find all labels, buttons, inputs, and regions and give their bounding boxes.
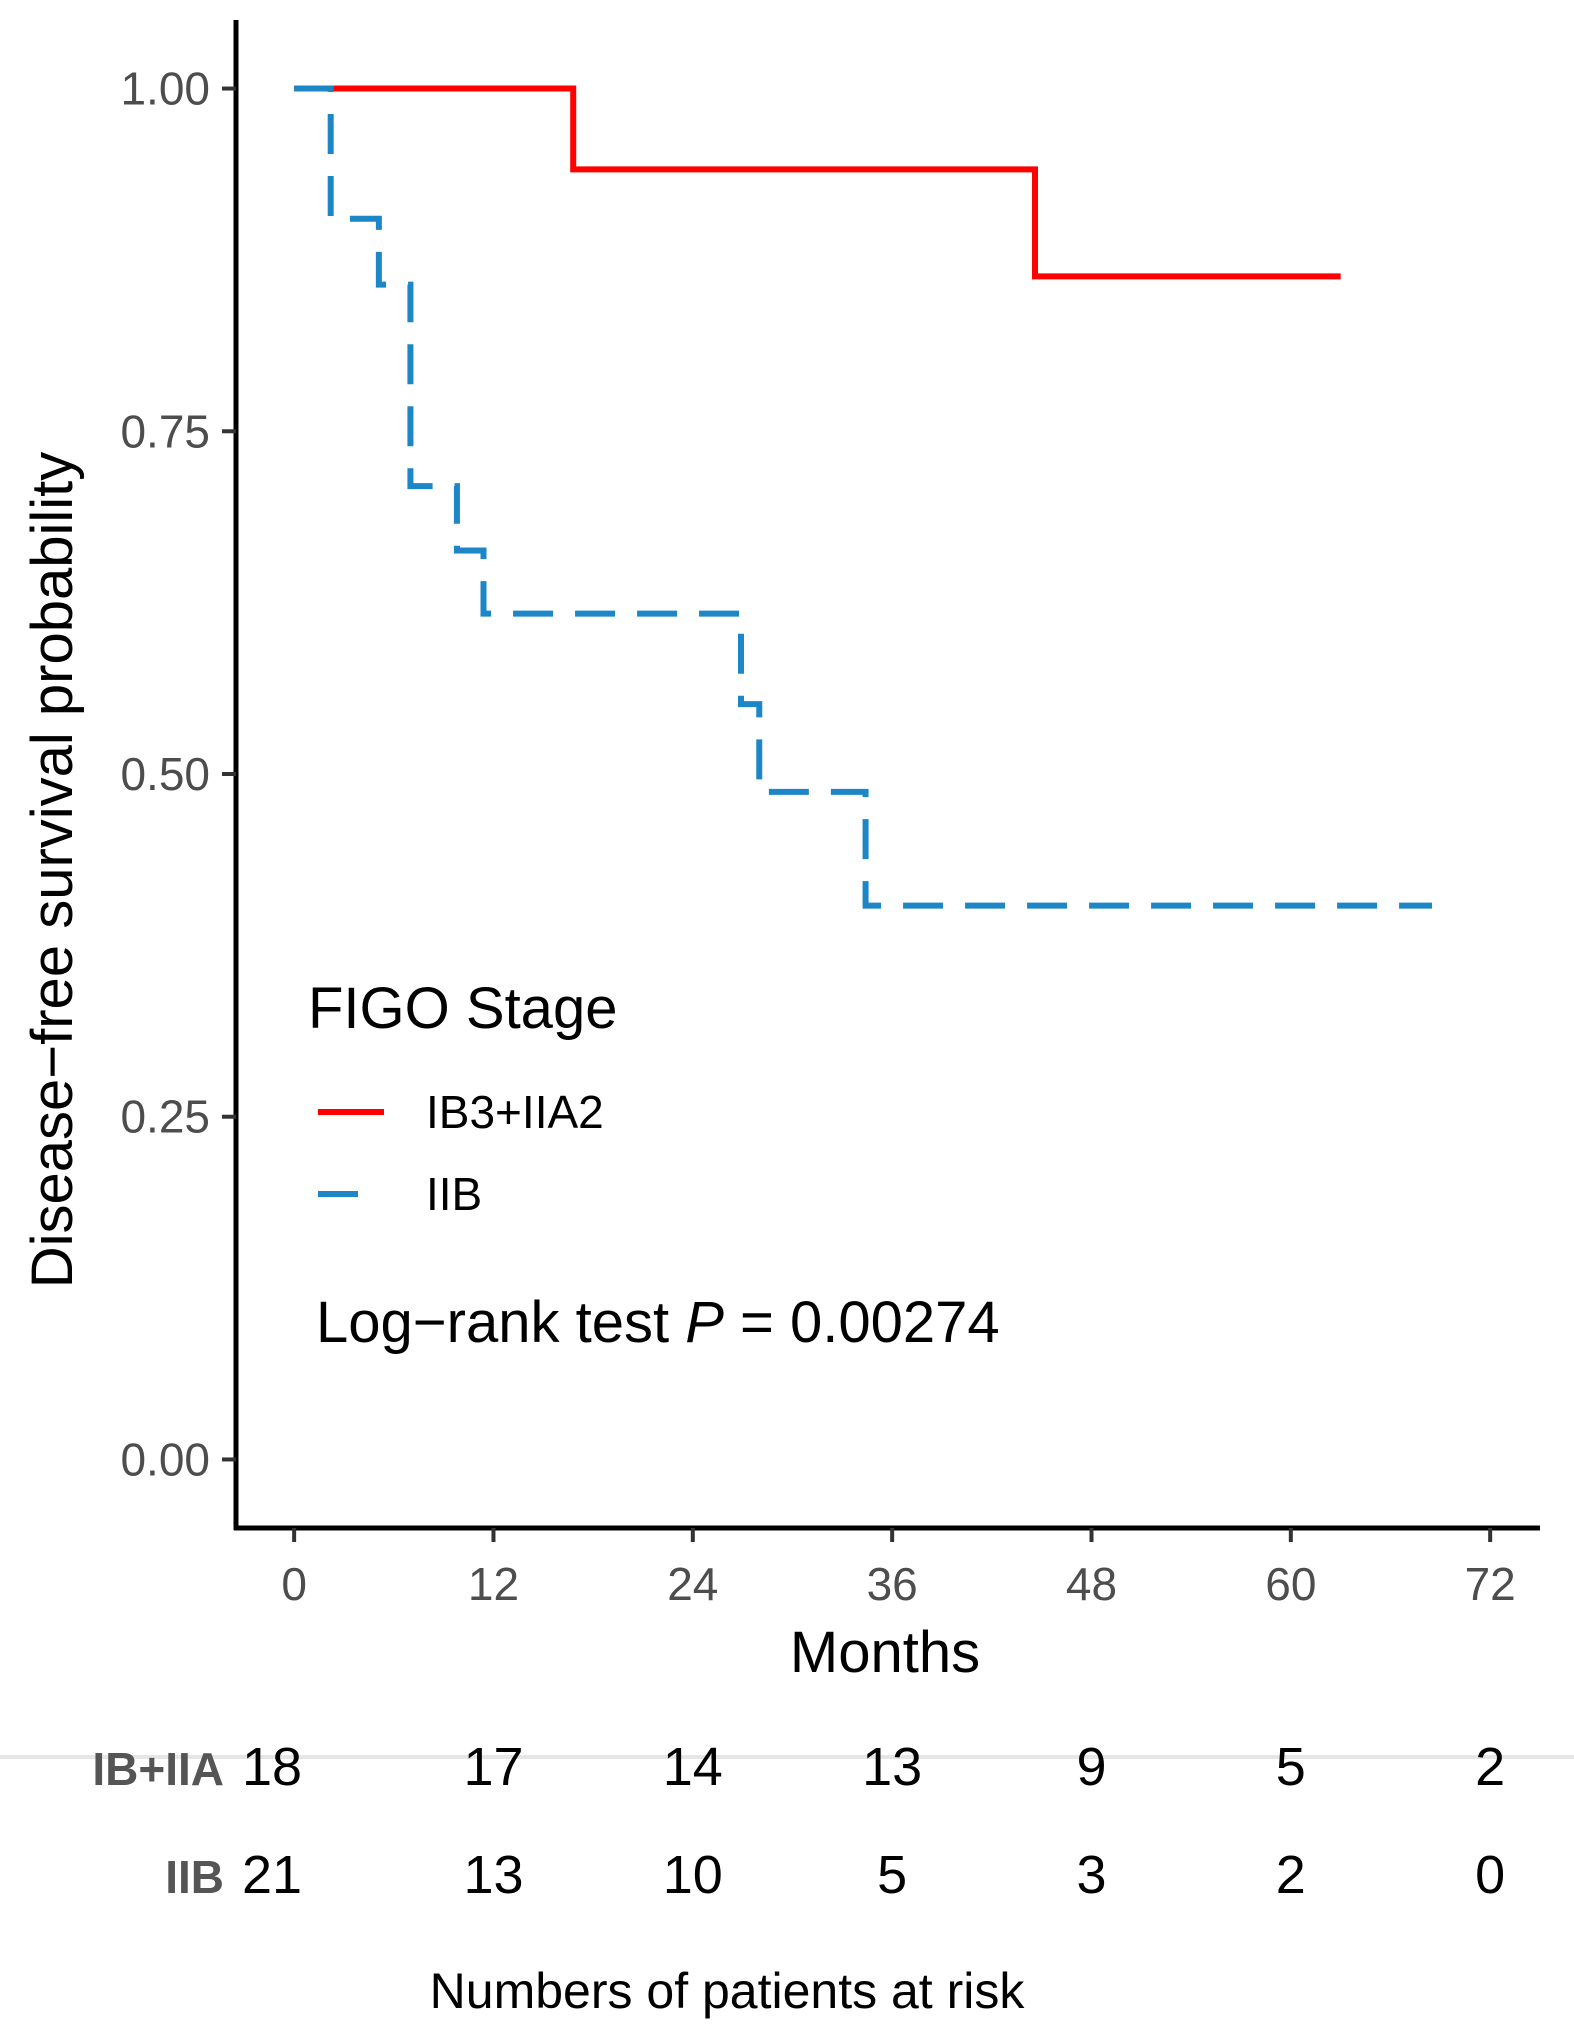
risk-count: 2 <box>1475 1737 1505 1797</box>
risk-count: 10 <box>663 1845 723 1905</box>
x-tick-label: 48 <box>1066 1558 1117 1610</box>
annotation-p-symbol: P <box>685 1290 724 1355</box>
x-tick-label: 24 <box>667 1558 718 1610</box>
risk-row-label: IB+IIA <box>92 1743 224 1795</box>
risk-count: 13 <box>862 1737 922 1797</box>
risk-count: 13 <box>463 1845 523 1905</box>
annotation-suffix: = 0.00274 <box>724 1290 1000 1355</box>
legend-label-ib3-iia2: IB3+IIA2 <box>426 1086 604 1138</box>
risk-count: 5 <box>1276 1737 1306 1797</box>
y-tick-label: 0.75 <box>120 405 210 457</box>
y-tick-label: 0.00 <box>120 1433 210 1485</box>
x-tick-label: 0 <box>281 1558 307 1610</box>
x-tick-label: 12 <box>468 1558 519 1610</box>
legend-label-iib: IIB <box>426 1168 482 1220</box>
x-tick-label: 60 <box>1265 1558 1316 1610</box>
risk-count: 9 <box>1076 1737 1106 1797</box>
risk-table-title: Numbers of patients at risk <box>430 1963 1026 2019</box>
x-axis-title: Months <box>790 1620 980 1685</box>
risk-count: 5 <box>877 1845 907 1905</box>
risk-count: 14 <box>663 1737 723 1797</box>
risk-count: 21 <box>242 1845 302 1905</box>
risk-table: IB+IIA 18 17 14 13 9 5 2 IIB 21 13 10 5 3 2 0 <box>92 1737 1505 1905</box>
plot-area: 0.00 0.25 0.50 0.75 1.00 0 12 24 36 48 60 72 <box>120 20 1540 1610</box>
risk-count: 2 <box>1276 1845 1306 1905</box>
risk-count: 17 <box>463 1737 523 1797</box>
risk-count: 18 <box>242 1737 302 1797</box>
legend: FIGO Stage IB3+IIA2 IIB <box>308 976 617 1220</box>
risk-count: 0 <box>1475 1845 1505 1905</box>
y-axis-title: Disease−free survival probability <box>20 452 85 1289</box>
y-tick-label: 1.00 <box>120 63 210 115</box>
risk-count: 3 <box>1076 1845 1106 1905</box>
y-tick-label: 0.50 <box>120 748 210 800</box>
x-tick-label: 36 <box>867 1558 918 1610</box>
series-line-ib3-iia2 <box>294 85 1341 280</box>
annotation-prefix: Log−rank test <box>316 1290 685 1355</box>
y-tick-label: 0.25 <box>120 1091 210 1143</box>
risk-row-label: IIB <box>165 1851 224 1903</box>
log-rank-annotation: Log−rank test P = 0.00274 <box>316 1290 1000 1355</box>
legend-title: FIGO Stage <box>308 976 617 1041</box>
x-tick-label: 72 <box>1465 1558 1516 1610</box>
series-line-iib <box>294 85 1433 909</box>
